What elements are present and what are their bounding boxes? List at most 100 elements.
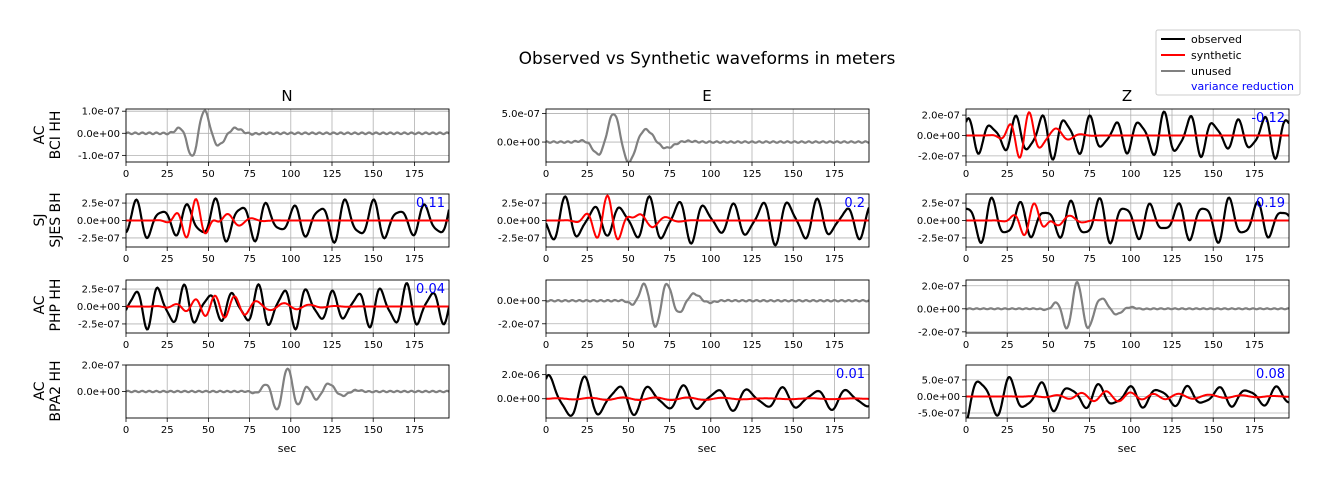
- unused-trace: [546, 282, 869, 328]
- x-tick-label: 75: [1083, 425, 1096, 436]
- y-tick-label: 0.0e+00: [917, 392, 960, 403]
- y-tick-label: 0.0e+00: [77, 387, 120, 398]
- x-tick-label: 100: [701, 169, 720, 180]
- panel-n-0: 0 25 50 75 100 125 150 175 1.0e-07 0.0e+00 -1.0e-0…: [77, 107, 450, 180]
- y-tick-label: -2.5e-07: [78, 319, 120, 330]
- legend: observed synthetic unused variance reduc…: [1155, 29, 1301, 96]
- x-tick-label: 175: [1245, 254, 1264, 265]
- x-tick-label: 100: [281, 169, 300, 180]
- y-tick-label: 2.5e-07: [922, 199, 960, 210]
- panel-background: [966, 280, 1289, 333]
- y-tick-label: 2.5e-07: [82, 285, 120, 296]
- x-tick-label: 175: [825, 340, 844, 351]
- x-tick-label: 100: [1121, 425, 1140, 436]
- x-tick-label: 150: [1204, 340, 1223, 351]
- x-tick-label: 25: [581, 425, 594, 436]
- panel-e-2: 0 25 50 75 100 125 150 175 0.0e+00 -2.0e-07: [497, 279, 870, 351]
- x-tick-label: 75: [1083, 340, 1096, 351]
- y-tick-label: 0.0e+00: [497, 216, 540, 227]
- row-label-3: AC BPA2 HH: [32, 360, 64, 421]
- observed-trace: [546, 195, 869, 247]
- legend-label-unused: unused: [1191, 65, 1231, 78]
- synthetic-trace: [966, 390, 1289, 403]
- x-tick-label: 75: [243, 169, 256, 180]
- y-tick-label: 0.0e+00: [497, 138, 540, 149]
- x-tick-label: 0: [963, 425, 969, 436]
- x-tick-label: 25: [161, 254, 174, 265]
- variance-reduction-label: 0.19: [1256, 196, 1285, 211]
- x-tick-label: 175: [405, 340, 424, 351]
- panel-z-1: 0 25 50 75 100 125 150 175 2.5e-07 0.0e+00 -2.5e-0…: [917, 193, 1290, 265]
- x-tick-label: 150: [784, 340, 803, 351]
- x-tick-label: 75: [1083, 254, 1096, 265]
- x-tick-label: 25: [161, 425, 174, 436]
- row-label-2: AC PHP HH: [32, 279, 64, 332]
- panel-frame: [125, 364, 450, 419]
- panel-frame: [965, 364, 1290, 419]
- observed-trace: [966, 375, 1289, 418]
- panel-frame: [965, 108, 1290, 163]
- row-network: AC: [32, 381, 48, 400]
- x-tick-label: 75: [663, 254, 676, 265]
- variance-reduction-label: 0.11: [416, 196, 445, 211]
- x-tick-label: 125: [322, 425, 341, 436]
- y-tick-label: 0.0e+00: [917, 304, 960, 315]
- x-tick-label: 150: [784, 254, 803, 265]
- x-tick-label: 100: [701, 254, 720, 265]
- y-tick-label: 2.5e-07: [502, 199, 540, 210]
- y-tick-label: 0.0e+00: [497, 296, 540, 307]
- panel-n-2: 0 25 50 75 100 125 150 175 2.5e-07 0.0e+00 -2.5e-0…: [77, 279, 450, 351]
- x-tick-label: 0: [123, 169, 129, 180]
- x-axis-label-n: sec: [278, 442, 297, 455]
- x-tick-label: 175: [1245, 169, 1264, 180]
- x-tick-label: 150: [1204, 425, 1223, 436]
- variance-reduction-label: 0.2: [844, 196, 865, 211]
- x-tick-label: 75: [1083, 169, 1096, 180]
- x-tick-label: 175: [405, 425, 424, 436]
- y-tick-label: -5.0e-07: [918, 409, 960, 420]
- y-tick-label: 2.0e-07: [922, 281, 960, 292]
- x-tick-label: 75: [243, 254, 256, 265]
- x-tick-label: 50: [1042, 254, 1055, 265]
- x-tick-label: 175: [825, 169, 844, 180]
- y-tick-label: 0.0e+00: [77, 129, 120, 140]
- x-tick-label: 50: [1042, 340, 1055, 351]
- x-tick-label: 100: [1121, 169, 1140, 180]
- observed-trace: [126, 197, 449, 244]
- y-tick-label: -2.5e-07: [918, 233, 960, 244]
- x-axis-label-e: sec: [698, 442, 717, 455]
- y-tick-label: 0.0e+00: [77, 216, 120, 227]
- x-tick-label: 125: [1162, 340, 1181, 351]
- panel-frame: [545, 364, 870, 419]
- x-tick-label: 25: [581, 340, 594, 351]
- x-tick-label: 100: [281, 254, 300, 265]
- x-tick-label: 75: [663, 340, 676, 351]
- variance-reduction-label: 0.04: [416, 282, 445, 297]
- panel-frame: [125, 193, 450, 248]
- x-tick-label: 0: [963, 340, 969, 351]
- panel-frame: [965, 279, 1290, 334]
- y-tick-label: -2.5e-07: [78, 233, 120, 244]
- panel-background: [546, 109, 869, 162]
- x-tick-label: 100: [281, 340, 300, 351]
- x-tick-label: 25: [161, 340, 174, 351]
- synthetic-trace: [126, 198, 449, 239]
- x-tick-label: 50: [1042, 425, 1055, 436]
- panel-background: [966, 365, 1289, 418]
- row-network: AC: [32, 295, 48, 314]
- synthetic-trace: [546, 194, 869, 241]
- row-station: BCI HH: [48, 111, 64, 160]
- x-tick-label: 50: [622, 254, 635, 265]
- x-tick-label: 50: [202, 169, 215, 180]
- panel-grid: 0 25 50 75 100 125 150 175 1.0e-07 0.0e+00 -1.0e-0…: [77, 107, 1290, 436]
- variance-reduction-label: -0.12: [1251, 111, 1285, 126]
- x-tick-label: 25: [581, 169, 594, 180]
- x-tick-label: 75: [243, 425, 256, 436]
- observed-trace: [126, 281, 449, 331]
- x-tick-label: 50: [202, 340, 215, 351]
- legend-label-synthetic: synthetic: [1191, 49, 1242, 62]
- row-label-0: AC BCI HH: [32, 111, 64, 160]
- x-tick-label: 50: [1042, 169, 1055, 180]
- y-tick-label: -2.5e-07: [498, 233, 540, 244]
- y-tick-label: 0.0e+00: [497, 394, 540, 405]
